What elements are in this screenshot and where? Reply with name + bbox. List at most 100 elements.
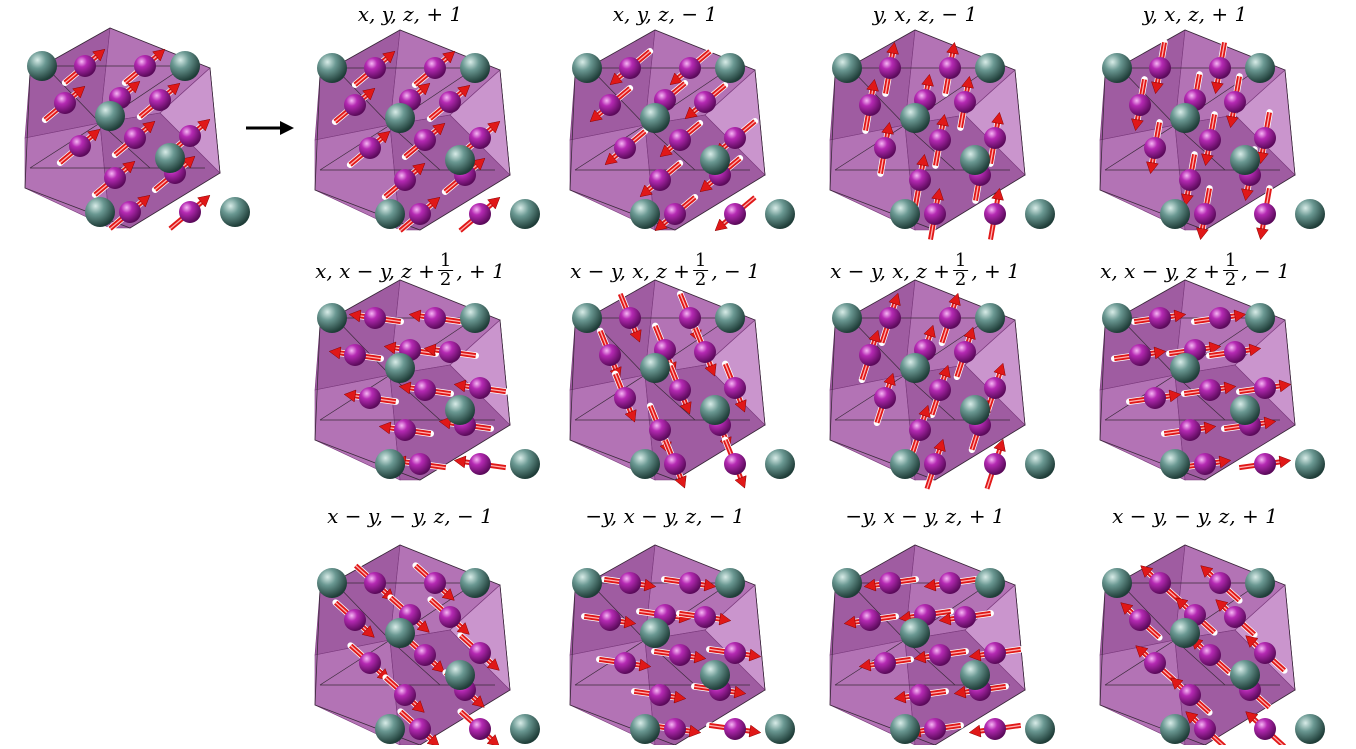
magenta-atom <box>1194 203 1216 225</box>
magenta-atom <box>1254 203 1276 225</box>
magenta-atom <box>984 127 1006 149</box>
teal-atom <box>1025 714 1055 744</box>
teal-atom <box>220 197 250 227</box>
magenta-atom <box>909 169 931 191</box>
cell-outline <box>829 279 1026 481</box>
magenta-atom <box>364 307 386 329</box>
magenta-atom <box>679 57 701 79</box>
teal-atom <box>975 303 1005 333</box>
panel-2-1 <box>569 544 795 746</box>
panel-label: x, x − y, z +1 2, + 1 <box>315 252 505 289</box>
magenta-atom <box>1209 307 1231 329</box>
magenta-atom <box>424 307 446 329</box>
teal-atom <box>1245 303 1275 333</box>
magenta-atom <box>954 341 976 363</box>
magenta-atom <box>1179 684 1201 706</box>
magenta-atom <box>694 91 716 113</box>
cell-edge <box>319 639 391 686</box>
panel-label: x − y, − y, z, + 1 <box>1112 506 1278 526</box>
magenta-atom <box>879 307 901 329</box>
magenta-atom <box>359 652 381 674</box>
teal-atom <box>1170 353 1200 383</box>
fraction-numerator: 1 <box>952 250 969 271</box>
magenta-atom <box>614 652 636 674</box>
panel-label-text: −y, x − y, z, + 1 <box>845 504 1005 528</box>
panel-label-text: y, x, z, − 1 <box>872 2 978 26</box>
fraction-numerator: 1 <box>1222 250 1239 271</box>
magenta-atom <box>1224 341 1246 363</box>
panel-label: x − y, x, z +1 2, − 1 <box>570 252 760 289</box>
teal-atom <box>375 199 405 229</box>
panel-label: y, x, z, − 1 <box>873 4 977 24</box>
magenta-atom <box>469 453 491 475</box>
magenta-atom <box>929 644 951 666</box>
panel-label: x, y, z, + 1 <box>358 4 462 24</box>
magenta-atom <box>879 57 901 79</box>
magenta-atom <box>344 94 366 116</box>
magenta-atom <box>694 606 716 628</box>
magenta-atom <box>104 167 126 189</box>
magenta-atom <box>1144 137 1166 159</box>
panel-1-1 <box>569 279 795 489</box>
magenta-atom <box>984 718 1006 740</box>
magenta-atom <box>1254 453 1276 475</box>
magenta-atom <box>619 57 641 79</box>
magenta-atom <box>179 201 201 223</box>
magenta-atom <box>69 135 91 157</box>
teal-atom <box>640 103 670 133</box>
magenta-atom <box>599 344 621 366</box>
panel-label-text: −y, x − y, z, − 1 <box>585 504 745 528</box>
magenta-atom <box>424 57 446 79</box>
magenta-atom <box>54 92 76 114</box>
panel-label: −y, x − y, z, − 1 <box>585 506 744 526</box>
magenta-atom <box>619 572 641 594</box>
cell-edge <box>1104 124 1176 171</box>
teal-atom <box>375 714 405 744</box>
cell-edge <box>574 124 646 171</box>
magenta-atom <box>619 307 641 329</box>
magenta-atom <box>724 453 746 475</box>
magenta-atom <box>724 718 746 740</box>
magenta-atom <box>439 91 461 113</box>
teal-atom <box>1295 449 1325 479</box>
magenta-atom <box>939 572 961 594</box>
teal-atom <box>170 51 200 81</box>
magenta-atom <box>939 307 961 329</box>
teal-atom <box>1160 714 1190 744</box>
teal-atom <box>1170 618 1200 648</box>
magenta-atom <box>984 203 1006 225</box>
magenta-atom <box>954 606 976 628</box>
magenta-atom <box>1144 387 1166 409</box>
teal-atom <box>960 395 990 425</box>
magenta-atom <box>1254 377 1276 399</box>
teal-atom <box>1025 199 1055 229</box>
teal-atom <box>572 568 602 598</box>
magenta-atom <box>694 341 716 363</box>
panel-2-2 <box>829 544 1055 746</box>
teal-atom <box>1230 145 1260 175</box>
teal-atom <box>890 199 920 229</box>
teal-atom <box>1245 53 1275 83</box>
magenta-atom <box>1149 572 1171 594</box>
magenta-atom <box>1209 57 1231 79</box>
magenta-atom <box>939 57 961 79</box>
panel-0-1 <box>569 29 795 232</box>
panel-label-suffix: , + 1 <box>456 258 505 283</box>
teal-atom <box>960 660 990 690</box>
teal-atom <box>890 714 920 744</box>
teal-atom <box>317 568 347 598</box>
magenta-atom <box>394 169 416 191</box>
panel-2-0 <box>314 544 540 747</box>
magenta-atom <box>1224 91 1246 113</box>
teal-atom <box>700 395 730 425</box>
magenta-atom <box>724 642 746 664</box>
fraction-denominator: 2 <box>954 269 967 290</box>
magenta-atom <box>74 55 96 77</box>
panel-label-suffix: , − 1 <box>711 258 760 283</box>
teal-atom <box>460 53 490 83</box>
teal-atom <box>640 353 670 383</box>
fraction-denominator: 2 <box>694 269 707 290</box>
